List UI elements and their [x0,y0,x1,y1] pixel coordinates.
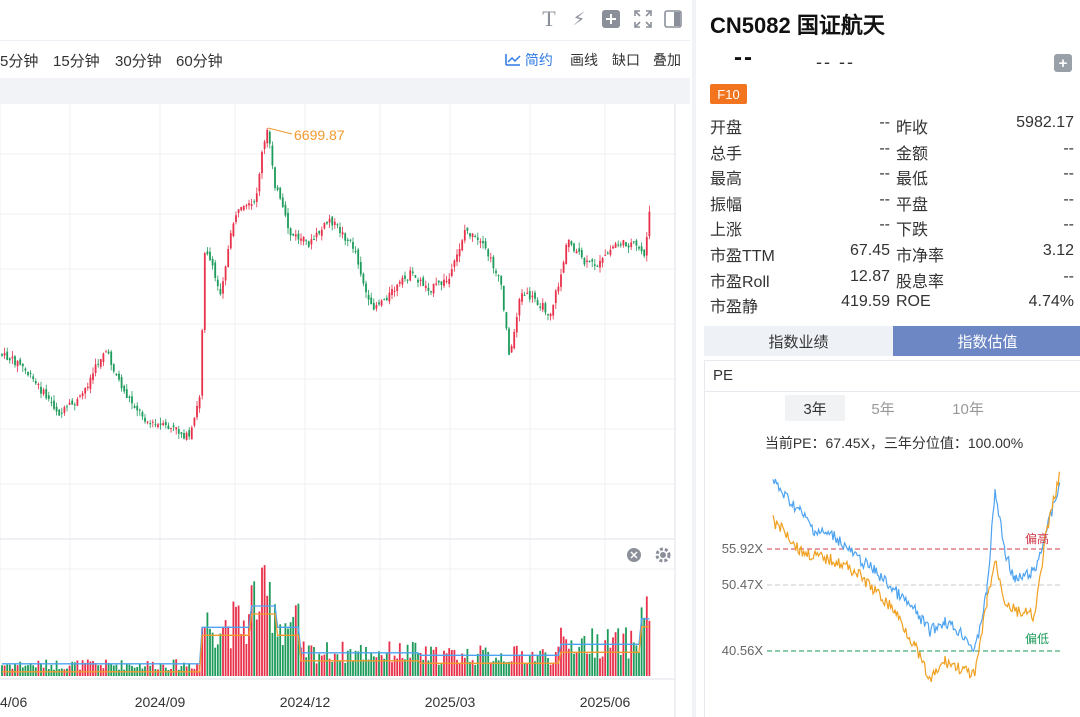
stat-row: 上涨 -- 下跌 -- [710,216,1080,242]
stat-value: 12.87 [849,267,890,285]
range-5y-button[interactable]: 5年 [871,400,895,418]
pe-history-chart[interactable]: 55.92X 50.47X 40.56X 偏高 偏低 [705,461,1080,717]
range-10y-button[interactable]: 10年 [952,400,984,418]
stat-row: 市盈静 419.59 ROE 4.74% [710,293,1080,319]
chart-header-strip [0,78,690,104]
stat-label: ROE [896,293,931,311]
stat-label: 下跌 [896,222,929,240]
kline-chart[interactable]: 6699.87 4/06 2024/09 2024/12 2025/03 2025/06 [0,104,690,717]
stat-label: 金额 [896,145,929,163]
stat-value: 3.12 [1042,241,1074,259]
draw-line-button[interactable]: 画线 [570,52,598,68]
plus-square-icon[interactable] [600,8,622,30]
pe-level-high: 55.92X [722,541,764,556]
period-30min[interactable]: 30分钟 [115,53,162,70]
candlesticks [1,127,651,441]
stat-row: 最高 -- 最低 -- [710,165,1080,191]
period-bar: 5分钟 15分钟 30分钟 60分钟 简约 画线 缺口 叠加 [0,40,690,76]
lightning-icon[interactable]: ⚡ [572,8,586,29]
x-tick-label: 2024/12 [280,694,331,710]
chart-toolbar: T ⚡ [0,0,690,38]
stat-value: -- [1063,216,1074,234]
x-tick-label: 2025/06 [580,694,631,710]
add-watchlist-button[interactable]: + [1054,54,1072,72]
stat-row: 市盈TTM 67.45 市净率 3.12 [710,242,1080,268]
stat-value: 67.45 [849,241,890,259]
line-chart-icon [505,54,521,66]
stat-label: 昨收 [896,120,929,137]
stat-label: 市盈Roll [710,273,770,291]
pe-low-label: 偏低 [1025,631,1049,646]
kline-panel: T ⚡ 5分钟 15分钟 30分钟 60分钟 简约 画线 缺口 叠加 [0,0,690,717]
max-price-label: 6699.87 [294,127,345,143]
range-3y-button[interactable]: 3年 [785,395,845,421]
stat-label: 平盘 [896,196,929,214]
tab-index-valuation[interactable]: 指数估值 [893,326,1080,356]
stat-row: 振幅 -- 平盘 -- [710,191,1080,217]
stat-value: -- [1063,267,1074,285]
volume-bars [1,565,651,676]
stat-row: 市盈Roll 12.87 股息率 -- [710,268,1080,294]
period-60min[interactable]: 60分钟 [176,53,223,70]
stat-label: 股息率 [896,273,945,291]
gap-button[interactable]: 缺口 [612,52,640,68]
stat-label: 上涨 [710,222,743,240]
price-change: -- -- [816,52,855,72]
stat-label: 振幅 [710,196,743,214]
index-tabs: 指数业绩 指数估值 [704,326,1080,356]
text-icon[interactable]: T [542,6,556,31]
stat-label: 市盈TTM [710,247,775,265]
simple-mode-button[interactable]: 简约 [505,50,553,70]
x-tick-label: 2025/03 [425,694,476,710]
stat-value: -- [1063,139,1074,157]
fullscreen-icon[interactable] [632,8,654,30]
volume-ma-lines [2,605,650,673]
stat-value: -- [879,139,890,157]
stat-label: 最高 [710,171,743,189]
pe-percentile-info: 当前PE：67.45X，三年分位值：100.00% [764,435,1024,451]
stat-row: 开盘 -- 昨收 5982.17 [710,114,1080,140]
current-price: -- [734,44,754,71]
plus-icon: + [1058,54,1068,72]
panel-icon[interactable] [662,8,684,30]
stat-value: 5982.17 [1016,114,1074,131]
period-15min[interactable]: 15分钟 [53,53,100,70]
stat-label: 市盈静 [710,299,759,317]
pe-panel: PE 3年 5年 10年 当前PE：67.45X，三年分位值：100.00% 5… [704,360,1080,717]
stat-value: 4.74% [1028,293,1074,311]
pe-level-low: 40.56X [722,643,764,658]
settings-gear-icon[interactable] [655,547,671,563]
stat-label: 市净率 [896,247,945,265]
index-title: CN5082 国证航天 [710,13,885,38]
stat-value: -- [1063,165,1074,183]
stat-value: -- [879,165,890,183]
close-indicator-icon[interactable] [627,548,641,562]
period-5min[interactable]: 5分钟 [0,53,39,70]
pe-high-label: 偏高 [1025,531,1049,546]
stat-label: 最低 [896,171,929,189]
stat-row: 总手 -- 金额 -- [710,140,1080,166]
overlay-button[interactable]: 叠加 [653,52,681,68]
quote-panel: CN5082 国证航天 -- -- -- + F10 开盘 -- 昨收 5982.17… [692,0,1080,717]
stat-value: 419.59 [841,293,890,311]
pe-level-mid: 50.47X [722,577,764,592]
stat-value: -- [879,190,890,208]
x-tick-label: 2024/09 [135,694,186,710]
stat-label: 开盘 [710,120,743,137]
stat-value: -- [1063,190,1074,208]
pe-label: PE [713,367,734,384]
stat-label: 总手 [710,145,743,163]
x-tick-label: 4/06 [0,694,27,710]
f10-button[interactable]: F10 [710,84,747,104]
simple-mode-label: 简约 [524,52,553,68]
stat-value: -- [879,114,890,131]
stat-value: -- [879,216,890,234]
tab-index-performance[interactable]: 指数业绩 [704,326,893,356]
quote-stats: 开盘 -- 昨收 5982.17 总手 -- 金额 -- 最高 -- 最低 -- 振幅 -- 平盘 -- 上涨 -… [710,114,1080,319]
